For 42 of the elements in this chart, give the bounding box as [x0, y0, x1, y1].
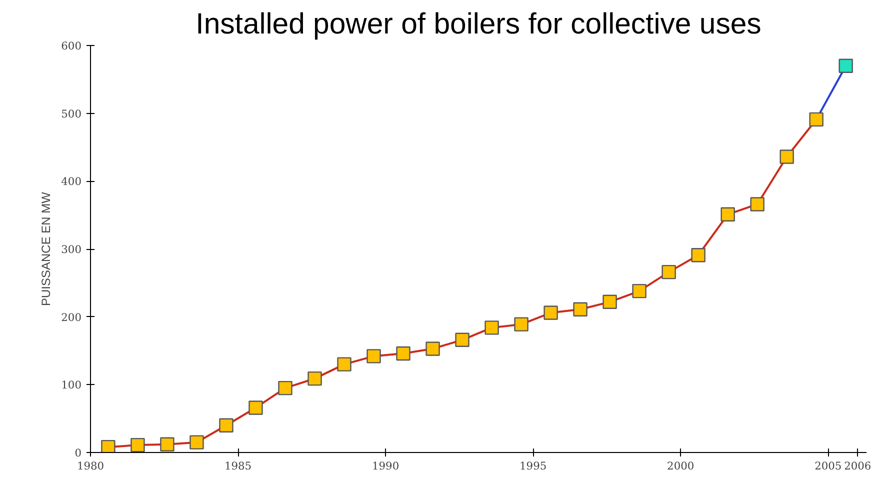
point [278, 380, 292, 396]
point [691, 248, 706, 262]
y-tick-label: 0 [74, 446, 82, 460]
chart-title: Installed power of boilers for collective uses [196, 8, 762, 40]
point [426, 342, 440, 356]
point [219, 418, 234, 432]
y-axis-title: PUISSANCE EN MW [39, 191, 54, 306]
x-tick-label: 2006 [844, 460, 872, 472]
y-tick-label: 300 [61, 243, 82, 256]
point [308, 371, 322, 386]
point [366, 349, 381, 364]
point [337, 357, 352, 372]
point [130, 438, 145, 452]
point [750, 197, 764, 212]
point [780, 150, 794, 164]
point [662, 264, 676, 280]
y-tick-label: 600 [61, 40, 82, 52]
point [544, 306, 558, 320]
point [838, 58, 853, 73]
y-tick-label: 400 [61, 175, 82, 188]
point [602, 294, 617, 310]
x-tick-label: 1985 [224, 460, 252, 472]
x-tick-label: 1990 [372, 460, 400, 472]
point [720, 207, 735, 222]
point [160, 437, 174, 452]
point [484, 320, 499, 335]
point [573, 302, 588, 316]
point [190, 435, 204, 450]
point [809, 112, 824, 127]
x-tick-label: 1980 [76, 460, 104, 472]
y-tick-label: 500 [61, 107, 82, 120]
point [632, 284, 646, 298]
point [101, 440, 116, 452]
x-tick-label: 2000 [667, 460, 694, 472]
x-tick-label: 1995 [520, 460, 547, 472]
y-tick-label: 100 [61, 378, 82, 392]
point [248, 400, 263, 415]
point [455, 332, 470, 347]
x-tick-label: 2005 [814, 460, 842, 472]
point [396, 346, 410, 361]
y-tick-label: 200 [61, 310, 82, 324]
point [514, 317, 528, 332]
